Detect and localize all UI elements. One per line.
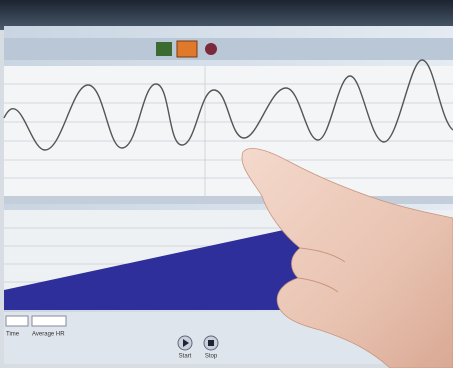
readout-box — [5, 315, 29, 327]
trend-area — [4, 220, 340, 310]
waveform — [3, 59, 453, 151]
knuckle-line — [297, 247, 346, 293]
readout-box — [31, 315, 67, 327]
readout-label: Time — [6, 332, 20, 338]
bezel — [0, 0, 453, 30]
stop-icon — [208, 340, 214, 346]
finger — [241, 148, 453, 368]
stop-label[interactable]: Stop — [205, 354, 218, 360]
tool-icon[interactable] — [176, 40, 198, 58]
start-label[interactable]: Start — [179, 354, 192, 360]
toolbar — [4, 38, 453, 60]
tool-icon[interactable] — [156, 42, 172, 56]
grid — [4, 66, 453, 196]
scrollbar[interactable] — [4, 196, 453, 204]
readout-label: Average HR — [32, 332, 65, 338]
play-icon — [183, 339, 189, 347]
waveform-panel — [4, 66, 453, 196]
tool-icon[interactable] — [205, 43, 217, 55]
